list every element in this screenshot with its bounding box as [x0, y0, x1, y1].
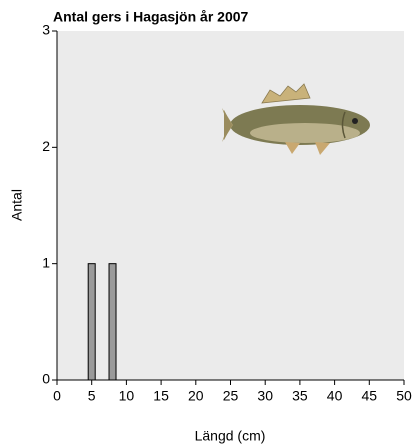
x-tick-label: 20 [188, 388, 204, 404]
x-tick-label: 40 [327, 388, 343, 404]
chart: Antal gers i Hagasjön år 2007 Längd (cm)… [0, 0, 415, 446]
x-tick-label: 0 [53, 388, 61, 404]
x-tick-label: 15 [153, 388, 169, 404]
x-tick-label: 25 [223, 388, 239, 404]
y-axis-label: Antal [9, 189, 25, 221]
x-tick-label: 10 [119, 388, 135, 404]
x-axis-label: Längd (cm) [195, 428, 266, 444]
y-tick-label: 0 [42, 371, 50, 387]
x-tick-label: 45 [362, 388, 378, 404]
x-tick-label: 50 [396, 388, 412, 404]
bar [109, 264, 116, 380]
chart-title: Antal gers i Hagasjön år 2007 [53, 9, 249, 25]
x-tick-label: 5 [88, 388, 96, 404]
y-tick-label: 1 [42, 254, 50, 270]
x-tick-label: 35 [292, 388, 308, 404]
x-tick-label: 30 [257, 388, 273, 404]
y-tick-label: 2 [42, 138, 50, 154]
y-tick-label: 3 [42, 22, 50, 38]
bar [88, 264, 95, 380]
